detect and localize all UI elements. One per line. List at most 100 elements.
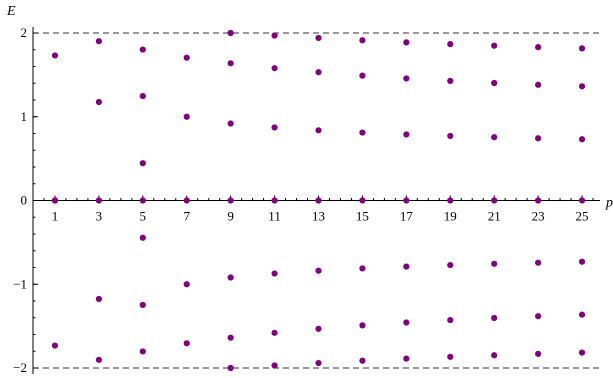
data-point xyxy=(139,92,146,100)
data-point xyxy=(578,45,586,52)
y-tick-label: −2 xyxy=(13,360,27,375)
data-point xyxy=(578,83,586,90)
data-point xyxy=(139,160,146,167)
data-point xyxy=(578,197,586,204)
reference-lines xyxy=(33,32,600,369)
data-point xyxy=(403,263,410,270)
data-point xyxy=(491,79,498,87)
data-point xyxy=(183,54,190,61)
data-point xyxy=(315,34,322,42)
y-tick-label: 1 xyxy=(21,109,28,124)
y-tick-label: −1 xyxy=(13,276,27,291)
x-tick-label: 25 xyxy=(576,209,589,224)
data-point xyxy=(271,329,278,336)
data-point xyxy=(139,46,146,53)
data-point xyxy=(139,301,146,309)
data-point xyxy=(359,72,366,79)
data-point xyxy=(95,38,102,45)
data-point xyxy=(183,113,190,120)
data-point xyxy=(271,124,278,131)
data-point xyxy=(359,265,366,272)
data-point xyxy=(447,132,454,140)
data-point xyxy=(51,197,59,204)
data-point xyxy=(183,197,190,204)
x-tick-label: 5 xyxy=(140,209,147,224)
y-tick-label: 0 xyxy=(21,193,28,208)
x-tick-label: 21 xyxy=(488,209,501,224)
data-point xyxy=(359,129,366,136)
data-point xyxy=(491,314,498,322)
data-point xyxy=(491,260,498,267)
x-tick-label: 1 xyxy=(52,209,59,224)
data-point xyxy=(315,325,322,332)
x-tick-label: 23 xyxy=(532,209,545,224)
data-point xyxy=(139,197,146,204)
data-point xyxy=(491,352,498,359)
data-point xyxy=(403,131,410,138)
data-point xyxy=(227,334,234,341)
data-point xyxy=(227,364,234,372)
data-point xyxy=(315,127,322,134)
data-point xyxy=(51,52,59,59)
x-tick-label: 19 xyxy=(444,209,457,224)
data-point xyxy=(227,60,234,67)
data-point xyxy=(227,120,234,127)
data-point xyxy=(183,340,190,347)
data-point xyxy=(535,313,542,320)
y-tick-label: 2 xyxy=(21,25,28,40)
data-point xyxy=(315,359,322,367)
data-point xyxy=(535,350,542,357)
data-point xyxy=(359,37,366,44)
data-point xyxy=(271,362,278,369)
data-point xyxy=(271,32,278,39)
data-point xyxy=(491,134,498,141)
data-point xyxy=(403,39,410,46)
data-point xyxy=(315,267,322,274)
data-point xyxy=(447,261,454,269)
data-point xyxy=(535,81,542,88)
data-point xyxy=(95,295,102,303)
x-tick-label: 15 xyxy=(356,209,369,224)
data-point xyxy=(315,197,322,204)
data-point xyxy=(578,258,586,265)
data-point xyxy=(491,42,498,49)
data-point xyxy=(95,356,102,363)
data-points xyxy=(51,29,586,372)
data-point xyxy=(359,197,366,204)
data-point xyxy=(403,75,410,82)
data-point xyxy=(447,197,454,204)
data-point xyxy=(51,342,59,349)
data-point xyxy=(578,136,586,143)
data-point xyxy=(447,41,454,48)
data-point xyxy=(227,29,234,37)
data-point xyxy=(95,98,102,106)
data-point xyxy=(447,353,454,360)
y-axis-title: E xyxy=(6,4,16,19)
data-point xyxy=(271,270,278,277)
data-point xyxy=(447,77,454,85)
data-point xyxy=(403,355,410,362)
data-point xyxy=(359,357,366,364)
data-point xyxy=(447,316,454,324)
data-point xyxy=(227,274,234,281)
data-point xyxy=(315,69,322,76)
data-point xyxy=(95,197,102,204)
data-point xyxy=(535,135,542,142)
data-point xyxy=(403,319,410,326)
x-tick-label: 9 xyxy=(227,209,234,224)
data-point xyxy=(578,349,586,356)
data-point xyxy=(403,197,410,204)
x-tick-label: 7 xyxy=(183,209,190,224)
tick-marks xyxy=(32,32,594,369)
data-point xyxy=(535,44,542,51)
data-point xyxy=(139,234,146,241)
data-point xyxy=(578,311,586,318)
data-point xyxy=(491,197,498,204)
data-point xyxy=(271,197,278,204)
data-point xyxy=(359,322,366,329)
data-point xyxy=(139,348,146,355)
data-point xyxy=(183,281,190,288)
data-point xyxy=(227,197,234,204)
